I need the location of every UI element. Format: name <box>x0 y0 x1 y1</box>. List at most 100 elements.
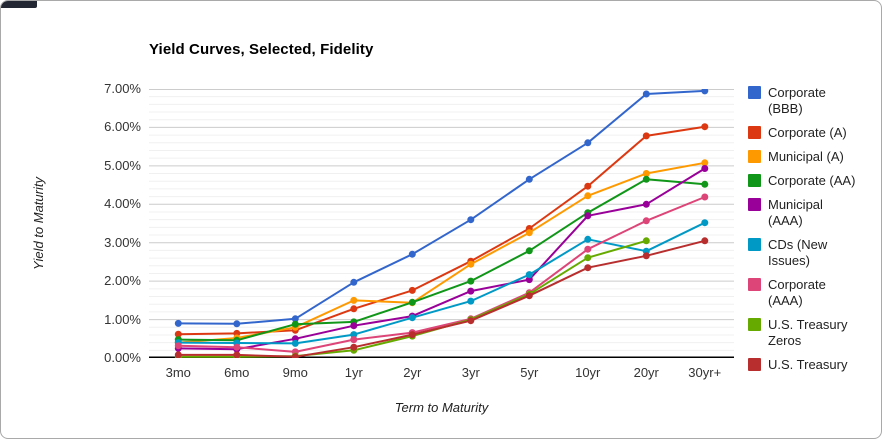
data-point-corporate-aa-9mo[interactable] <box>291 320 299 328</box>
legend-swatch-corporate-aaa <box>748 278 761 291</box>
data-point-cds-new-issues-10yr[interactable] <box>584 235 592 243</box>
data-point-u-s-treasury-20yr[interactable] <box>642 252 650 260</box>
data-point-corporate-aa-20yr[interactable] <box>642 175 650 183</box>
legend-item-corporate-aa[interactable]: Corporate (AA) <box>748 173 860 189</box>
data-point-municipal-aaa-10yr[interactable] <box>584 212 592 220</box>
data-point-municipal-aaa-30yr[interactable] <box>701 165 709 172</box>
y-tick-label: 3.00% <box>104 234 141 250</box>
data-point-corporate-a-20yr[interactable] <box>642 132 650 140</box>
series-line-corporate-aa <box>178 178 705 342</box>
data-point-u-s-treasury-1yr[interactable] <box>350 343 358 351</box>
legend-swatch-cds-new-issues <box>748 238 761 251</box>
y-tick-label: 4.00% <box>104 196 141 212</box>
y-axis-title-box: Yield to Maturity <box>27 89 49 358</box>
data-point-cds-new-issues-30yr[interactable] <box>701 219 709 227</box>
legend-item-u-s-treasury-zeros[interactable]: U.S. Treasury Zeros <box>748 317 860 349</box>
data-point-u-s-treasury-6mo[interactable] <box>233 351 241 358</box>
y-tick-label: 7.00% <box>104 81 141 96</box>
data-point-corporate-bbb-3yr[interactable] <box>467 216 475 224</box>
data-point-corporate-aaa-6mo[interactable] <box>233 343 241 351</box>
data-point-cds-new-issues-3yr[interactable] <box>467 297 475 305</box>
legend-label: U.S. Treasury Zeros <box>768 317 848 348</box>
data-point-municipal-aaa-3yr[interactable] <box>467 287 475 295</box>
x-tick-label: 3yr <box>461 365 480 380</box>
data-point-u-s-treasury-3yr[interactable] <box>467 317 475 325</box>
legend-item-corporate-a[interactable]: Corporate (A) <box>748 125 860 141</box>
legend-item-municipal-aaa[interactable]: Municipal (AAA) <box>748 197 860 229</box>
legend-item-corporate-bbb[interactable]: Corporate (BBB) <box>748 85 860 117</box>
data-point-corporate-aaa-1yr[interactable] <box>350 336 358 344</box>
legend-swatch-corporate-a <box>748 126 761 139</box>
data-point-municipal-a-1yr[interactable] <box>350 296 358 304</box>
series-line-u-s-treasury <box>178 239 706 358</box>
data-point-municipal-aaa-5yr[interactable] <box>525 276 533 284</box>
data-point-corporate-a-1yr[interactable] <box>350 305 358 313</box>
x-tick-label: 5yr <box>520 365 539 380</box>
corner-ui-fragment <box>1 1 37 8</box>
data-point-cds-new-issues-9mo[interactable] <box>291 339 299 347</box>
data-point-municipal-a-10yr[interactable] <box>584 192 592 200</box>
legend-item-cds-new-issues[interactable]: CDs (New Issues) <box>748 237 860 269</box>
legend-item-municipal-a[interactable]: Municipal (A) <box>748 149 860 165</box>
data-point-municipal-aaa-1yr[interactable] <box>350 322 358 330</box>
data-point-u-s-treasury-3mo[interactable] <box>174 351 182 358</box>
legend-label: Corporate (BBB) <box>768 85 826 116</box>
data-point-corporate-a-30yr[interactable] <box>701 123 709 131</box>
data-point-corporate-a-10yr[interactable] <box>584 182 592 190</box>
data-point-corporate-bbb-3mo[interactable] <box>174 319 182 327</box>
x-tick-label: 20yr <box>633 365 659 380</box>
legend-swatch-u-s-treasury <box>748 358 761 371</box>
data-point-u-s-treasury-30yr[interactable] <box>701 237 709 245</box>
data-point-corporate-a-2yr[interactable] <box>408 286 416 294</box>
data-point-corporate-aaa-20yr[interactable] <box>642 217 650 225</box>
data-point-u-s-treasury-5yr[interactable] <box>525 292 533 300</box>
data-point-corporate-aaa-3mo[interactable] <box>174 342 182 350</box>
data-point-municipal-a-5yr[interactable] <box>525 229 533 237</box>
legend-item-corporate-aaa[interactable]: Corporate (AAA) <box>748 277 860 309</box>
data-point-u-s-treasury-zeros-10yr[interactable] <box>584 254 592 262</box>
data-point-u-s-treasury-9mo[interactable] <box>291 353 299 358</box>
data-point-u-s-treasury-2yr[interactable] <box>408 331 416 339</box>
legend-swatch-corporate-bbb <box>748 86 761 99</box>
data-point-cds-new-issues-5yr[interactable] <box>525 271 533 279</box>
data-point-corporate-aa-2yr[interactable] <box>408 298 416 306</box>
data-point-corporate-bbb-30yr[interactable] <box>701 89 709 95</box>
data-point-municipal-aaa-20yr[interactable] <box>642 200 650 208</box>
data-point-corporate-a-3mo[interactable] <box>174 330 182 338</box>
data-point-corporate-aaa-10yr[interactable] <box>584 245 592 253</box>
legend-label: Municipal (AAA) <box>768 197 823 228</box>
data-point-cds-new-issues-2yr[interactable] <box>408 314 416 322</box>
data-point-corporate-aa-30yr[interactable] <box>701 180 709 188</box>
legend-label: Corporate (AA) <box>768 173 856 188</box>
x-tick-label: 9mo <box>282 365 308 380</box>
data-point-u-s-treasury-zeros-20yr[interactable] <box>642 237 650 245</box>
y-tick-label: 5.00% <box>104 157 141 173</box>
data-point-corporate-bbb-2yr[interactable] <box>408 250 416 258</box>
data-point-corporate-bbb-1yr[interactable] <box>350 278 358 286</box>
data-point-corporate-bbb-5yr[interactable] <box>525 175 533 183</box>
legend-swatch-municipal-a <box>748 150 761 163</box>
x-tick-label: 2yr <box>403 365 422 380</box>
data-point-municipal-a-20yr[interactable] <box>642 170 650 177</box>
data-point-corporate-aa-5yr[interactable] <box>525 247 533 255</box>
data-point-corporate-bbb-20yr[interactable] <box>642 90 650 98</box>
legend-label: CDs (New Issues) <box>768 237 828 268</box>
data-point-corporate-bbb-9mo[interactable] <box>291 315 299 323</box>
x-tick-label: 10yr <box>575 365 601 380</box>
data-point-u-s-treasury-10yr[interactable] <box>584 264 592 272</box>
legend-label: Corporate (A) <box>768 125 847 140</box>
data-point-municipal-a-30yr[interactable] <box>701 159 709 167</box>
data-point-corporate-bbb-10yr[interactable] <box>584 139 592 147</box>
data-point-corporate-aaa-30yr[interactable] <box>701 193 709 201</box>
data-point-cds-new-issues-1yr[interactable] <box>350 331 358 339</box>
y-tick-label: 0.00% <box>104 350 141 365</box>
data-point-corporate-bbb-6mo[interactable] <box>233 320 241 328</box>
legend-item-u-s-treasury[interactable]: U.S. Treasury <box>748 357 860 373</box>
data-point-municipal-a-3yr[interactable] <box>467 260 475 268</box>
legend-swatch-municipal-aaa <box>748 198 761 211</box>
series-line-cds-new-issues <box>178 221 706 345</box>
legend-label: Municipal (A) <box>768 149 844 164</box>
data-point-corporate-aa-3yr[interactable] <box>467 277 475 285</box>
legend-swatch-u-s-treasury-zeros <box>748 318 761 331</box>
